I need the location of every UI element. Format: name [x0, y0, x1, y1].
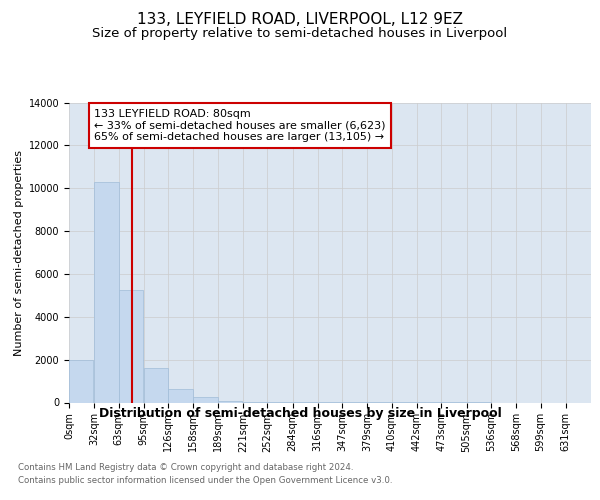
Bar	[69, 360, 94, 403]
Text: Contains public sector information licensed under the Open Government Licence v3: Contains public sector information licen…	[18, 476, 392, 485]
Bar	[168, 389, 193, 402]
Bar	[144, 368, 168, 402]
Bar	[94, 182, 119, 402]
Text: 133, LEYFIELD ROAD, LIVERPOOL, L12 9EZ: 133, LEYFIELD ROAD, LIVERPOOL, L12 9EZ	[137, 12, 463, 28]
Text: 133 LEYFIELD ROAD: 80sqm
← 33% of semi-detached houses are smaller (6,623)
65% o: 133 LEYFIELD ROAD: 80sqm ← 33% of semi-d…	[94, 109, 386, 142]
Y-axis label: Number of semi-detached properties: Number of semi-detached properties	[14, 150, 25, 356]
Bar	[193, 397, 218, 402]
Text: Contains HM Land Registry data © Crown copyright and database right 2024.: Contains HM Land Registry data © Crown c…	[18, 462, 353, 471]
Text: Size of property relative to semi-detached houses in Liverpool: Size of property relative to semi-detach…	[92, 28, 508, 40]
Bar	[119, 290, 143, 403]
Text: Distribution of semi-detached houses by size in Liverpool: Distribution of semi-detached houses by …	[98, 408, 502, 420]
Bar	[218, 400, 242, 402]
